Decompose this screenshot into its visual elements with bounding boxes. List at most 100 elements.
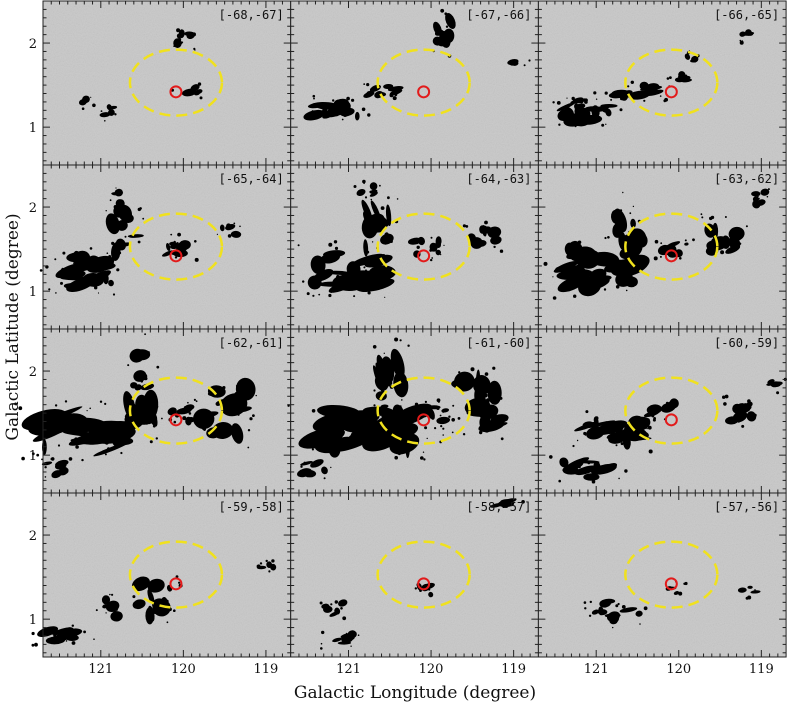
emission-speckle [97, 292, 100, 294]
emission-clump [589, 268, 607, 282]
emission-clump [619, 607, 638, 613]
emission-speckle [445, 25, 449, 28]
emission-speckle [239, 225, 241, 228]
emission-blobs [39, 187, 242, 296]
emission-speckle [300, 465, 303, 468]
emission-speckle [104, 402, 107, 405]
emission-speckle [143, 376, 148, 381]
channel-panel: [-64,-63] [290, 164, 539, 330]
emission-speckle [127, 364, 130, 367]
emission-clump [256, 565, 267, 570]
emission-speckle [440, 425, 443, 428]
emission-speckle [738, 242, 742, 245]
emission-clump [445, 13, 456, 29]
emission-speckle [61, 425, 64, 428]
emission-speckle [378, 275, 382, 279]
emission-speckle [593, 91, 597, 95]
emission-speckle [237, 413, 240, 416]
y-tick-label: 2 [29, 37, 37, 52]
emission-speckle [75, 269, 79, 273]
x-tick-label: 121 [584, 662, 609, 677]
emission-speckle [576, 439, 579, 442]
emission-speckle [161, 417, 163, 420]
emission-clump [512, 61, 519, 66]
emission-speckle [232, 423, 236, 427]
emission-speckle [321, 265, 325, 269]
emission-speckle [148, 416, 151, 419]
channel-panel: [-63,-62] [537, 164, 787, 330]
emission-clump [338, 599, 348, 607]
emission-speckle [381, 254, 386, 258]
emission-speckle [543, 261, 548, 266]
emission-clump [83, 434, 116, 445]
emission-clump [176, 408, 186, 413]
emission-speckle [335, 250, 340, 255]
dashed-ellipse [128, 48, 224, 117]
emission-speckle [128, 432, 131, 435]
emission-speckle [219, 394, 222, 397]
emission-speckle [612, 626, 614, 629]
emission-speckle [335, 112, 339, 117]
dashed-ellipse [624, 48, 719, 117]
emission-clump [630, 218, 636, 229]
panel-ticks [290, 493, 539, 657]
emission-blobs [14, 333, 257, 479]
emission-speckle [604, 278, 608, 281]
emission-speckle [579, 99, 584, 104]
emission-speckle [394, 93, 398, 97]
emission-clump [373, 266, 379, 284]
emission-speckle [370, 414, 372, 416]
emission-clump [741, 403, 752, 411]
emission-clump [135, 394, 150, 418]
emission-clump [454, 371, 475, 392]
emission-speckle [411, 436, 415, 441]
emission-clump [609, 617, 618, 625]
emission-speckle [88, 256, 92, 260]
emission-clump [323, 250, 346, 258]
emission-speckle [428, 588, 431, 591]
emission-speckle [556, 101, 561, 105]
emission-speckle [102, 113, 105, 115]
emission-speckle [197, 82, 202, 86]
emission-speckle [31, 643, 35, 647]
emission-speckle [178, 37, 182, 42]
emission-clump [556, 102, 575, 112]
emission-speckle [383, 352, 385, 354]
emission-speckle [607, 236, 610, 239]
emission-blobs [543, 188, 770, 300]
panel-noise [538, 1, 787, 165]
emission-speckle [321, 102, 324, 105]
emission-clump [193, 408, 215, 430]
emission-speckle [621, 605, 626, 609]
emission-speckle [124, 235, 127, 238]
emission-speckle [419, 589, 422, 592]
emission-blobs [583, 580, 761, 629]
emission-clump [678, 74, 684, 79]
emission-clump [591, 609, 600, 615]
emission-clump [233, 391, 244, 409]
emission-speckle [330, 291, 333, 294]
emission-speckle [107, 447, 110, 451]
emission-clump [479, 415, 492, 433]
emission-speckle [149, 440, 153, 444]
emission-speckle [430, 236, 433, 239]
emission-speckle [630, 80, 634, 85]
y-tick-label: 1 [29, 121, 37, 136]
emission-speckle [318, 114, 321, 117]
emission-clump [321, 603, 330, 610]
emission-clump [489, 503, 503, 508]
source-marker-circle [417, 249, 431, 263]
emission-speckle [379, 184, 381, 187]
emission-speckle [365, 269, 367, 272]
channel-panel: [-65,-64] [39, 164, 292, 330]
emission-speckle [486, 398, 490, 403]
emission-clump [230, 230, 242, 238]
emission-speckle [154, 608, 157, 611]
emission-speckle [396, 389, 400, 394]
emission-speckle [366, 250, 370, 254]
emission-clump [417, 406, 430, 411]
emission-speckle [54, 404, 58, 407]
emission-speckle [105, 210, 107, 212]
emission-speckle [578, 465, 581, 469]
emission-speckle [193, 47, 196, 51]
